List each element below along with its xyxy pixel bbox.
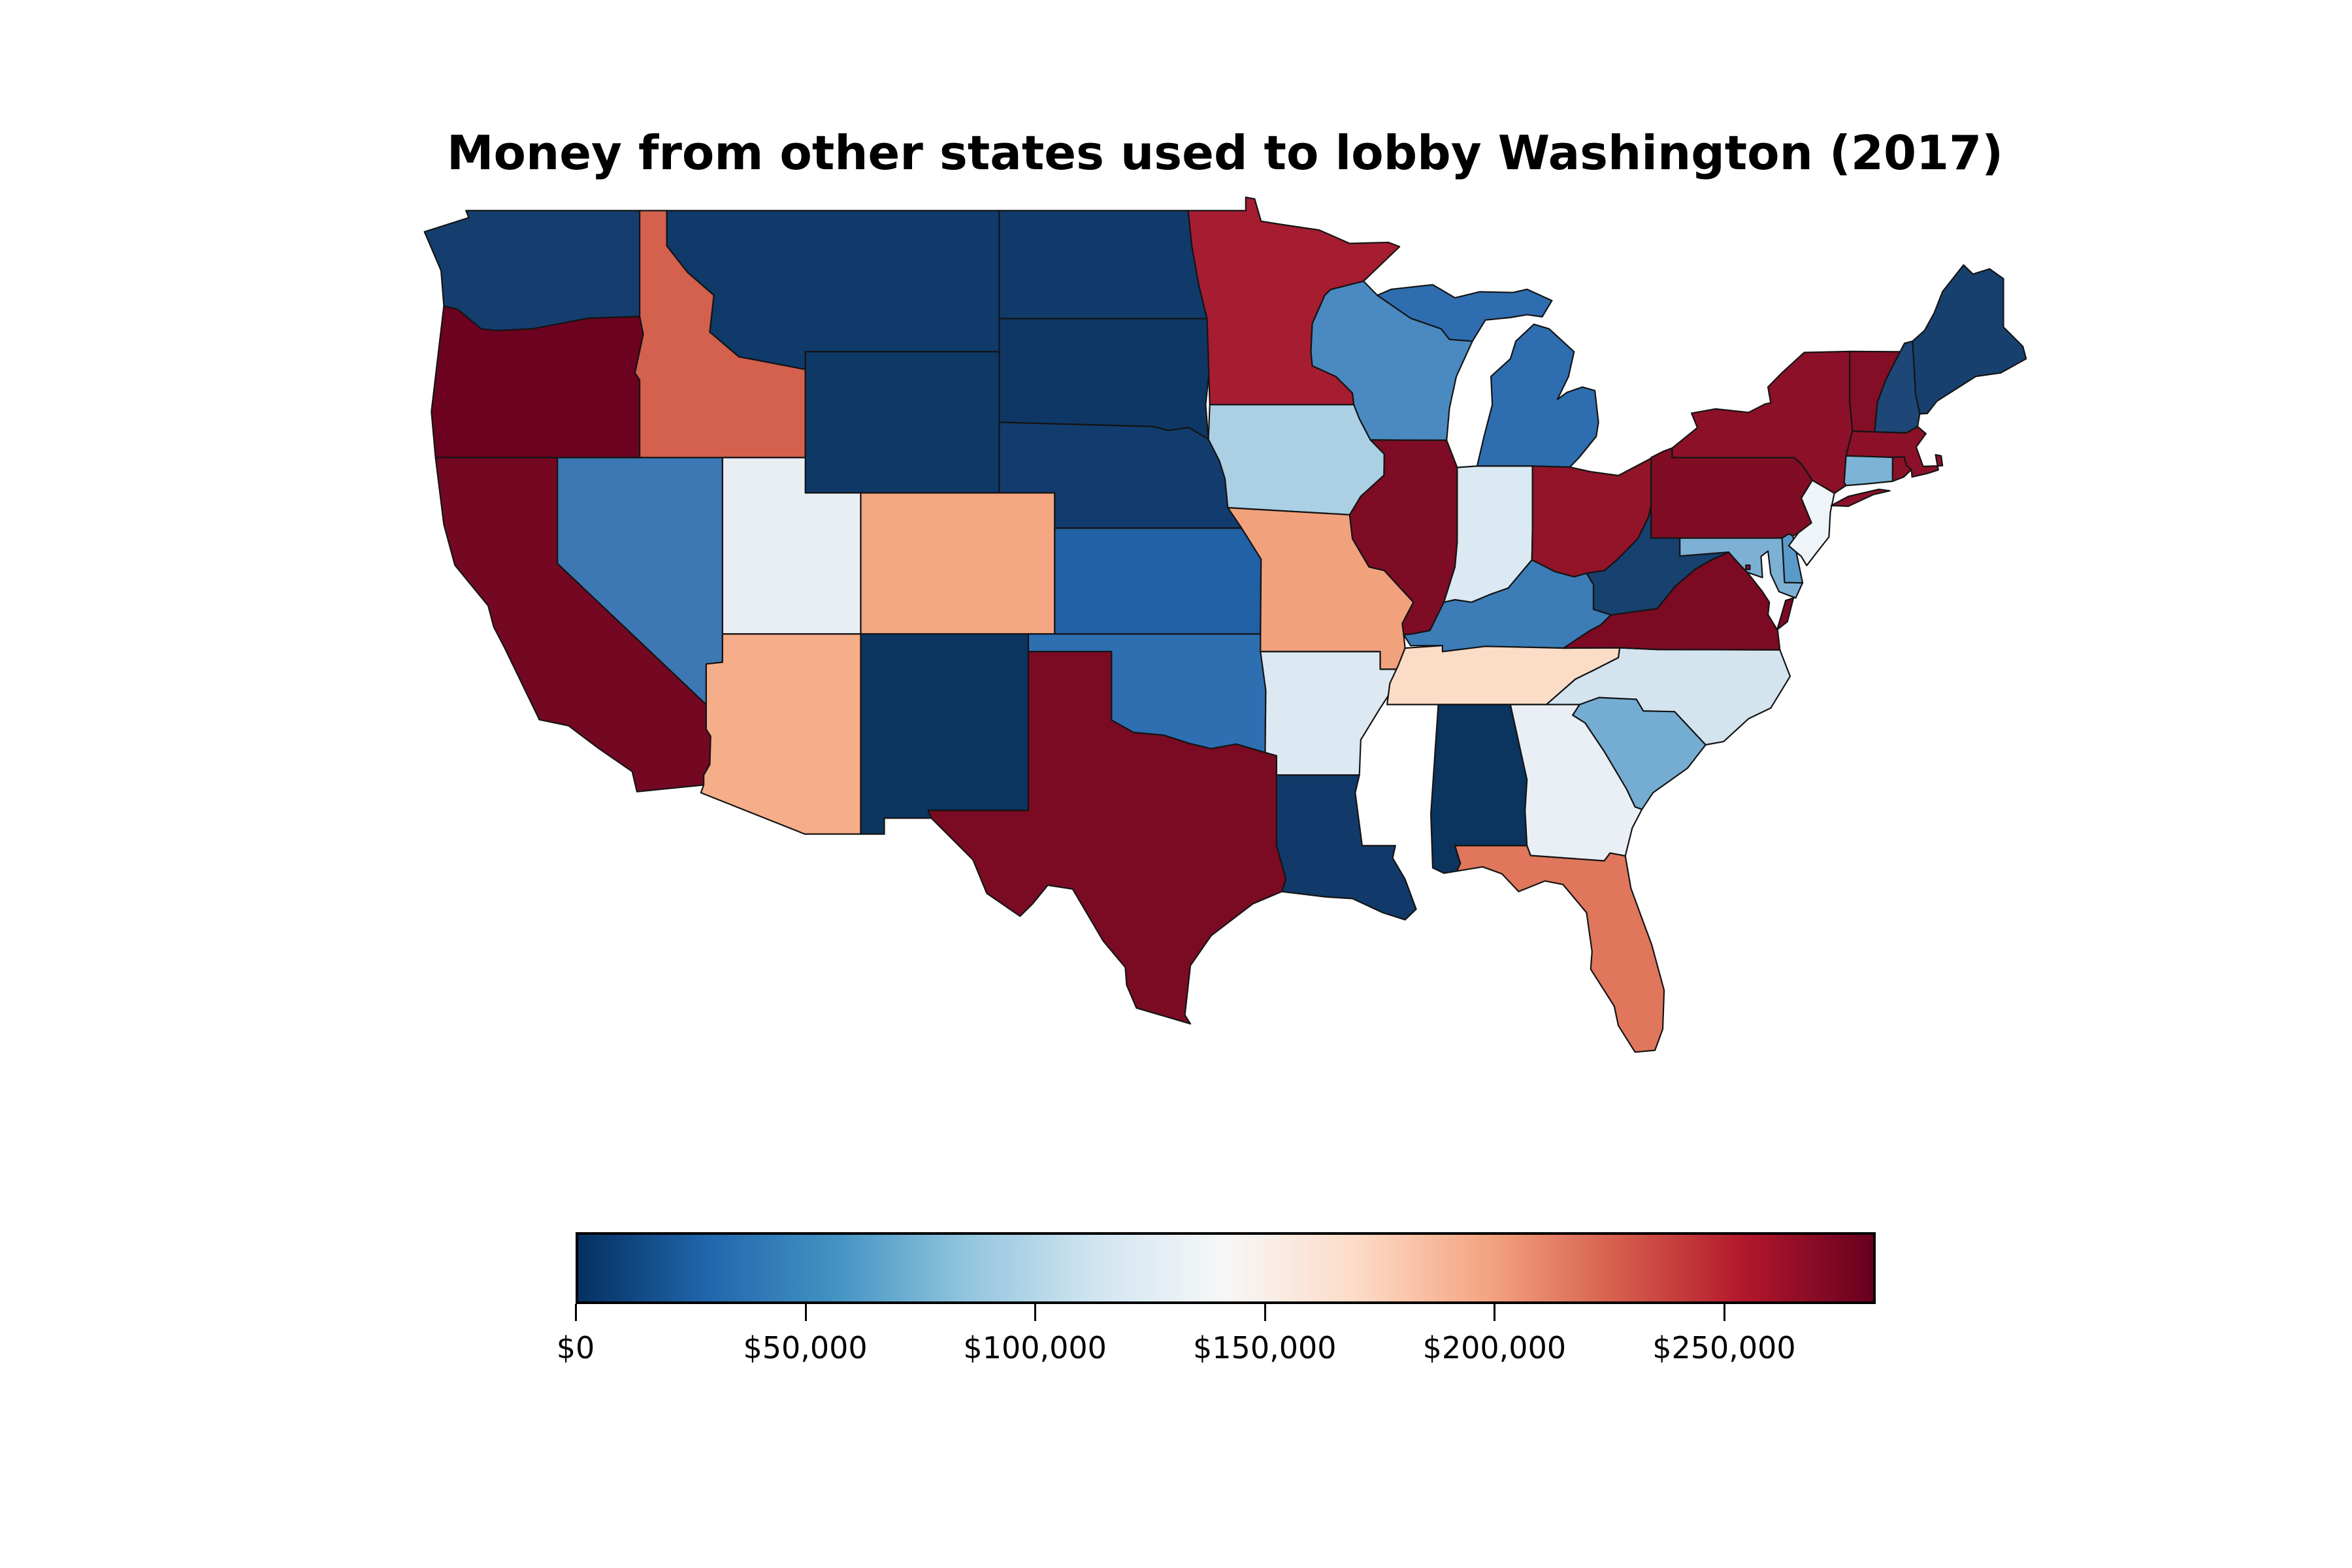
state-or	[431, 305, 644, 459]
colorbar-tick	[575, 1304, 577, 1321]
state-ct	[1843, 455, 1893, 487]
colorbar-tick	[1034, 1304, 1037, 1321]
colorbar-tick	[1494, 1304, 1496, 1321]
state-pa	[1650, 447, 1813, 539]
state-fl	[1454, 845, 1665, 1053]
colorbar-tick-label: $150,000	[1193, 1330, 1337, 1365]
state-tx	[927, 651, 1287, 1025]
us-choropleth-map	[423, 196, 2027, 1053]
state-sd	[998, 318, 1211, 440]
state-nd	[998, 210, 1208, 319]
state-nc	[1545, 647, 1791, 746]
state-nm	[860, 633, 1030, 835]
state-ms	[1355, 697, 1439, 876]
colorbar-tick	[1264, 1304, 1266, 1321]
state-la	[1275, 774, 1417, 921]
colorbar-tick	[1723, 1304, 1725, 1321]
colorbar-tick-label: $200,000	[1422, 1330, 1567, 1365]
state-mi	[1377, 284, 1599, 468]
colorbar-gradient	[576, 1232, 1876, 1304]
state-ar	[1260, 651, 1402, 776]
state-az	[700, 633, 862, 835]
state-co	[860, 492, 1056, 635]
state-wi	[1310, 280, 1473, 441]
colorbar-tick-label: $250,000	[1652, 1330, 1796, 1365]
colorbar-tick-label: $0	[556, 1330, 595, 1365]
colorbar-tick-label: $100,000	[963, 1330, 1107, 1365]
colorbar: $0 $50,000 $100,000 $150,000 $200,000 $250,00…	[557, 1232, 1876, 1365]
state-nh	[1874, 340, 1921, 434]
state-dc	[1745, 564, 1751, 570]
state-ks	[1054, 527, 1262, 635]
colorbar-tick	[804, 1304, 807, 1321]
chart-title: Money from other states used to lobby Wa…	[446, 125, 2004, 180]
state-wy	[804, 351, 1000, 494]
state-me	[1912, 264, 2027, 415]
state-ia	[1207, 404, 1385, 515]
colorbar-tick-label: $50,000	[743, 1330, 868, 1365]
